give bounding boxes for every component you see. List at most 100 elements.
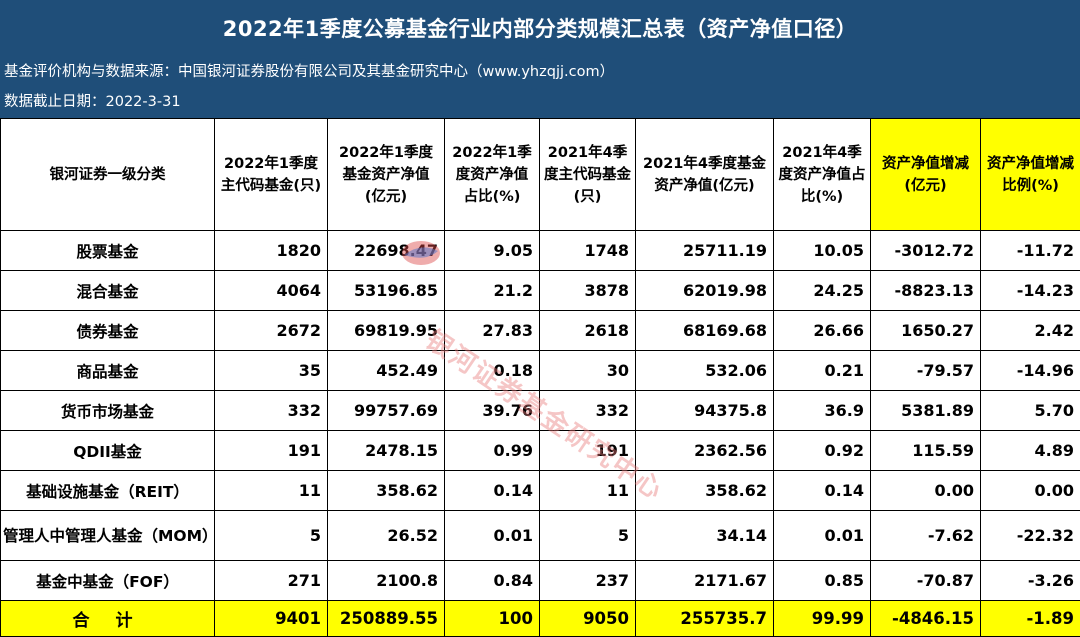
- table-cell: 2362.56: [636, 431, 774, 471]
- table-cell: 10.05: [774, 231, 871, 271]
- table-row: QDII基金 191 2478.15 0.99 191 2362.56 0.92…: [1, 431, 1080, 471]
- table-cell: 332: [215, 391, 328, 431]
- page-title: 2022年1季度公募基金行业内部分类规模汇总表（资产净值口径）: [0, 0, 1080, 56]
- table-cell: 2.42: [981, 311, 1080, 351]
- col-header: 2022年1季度基金资产净值(亿元): [328, 119, 445, 231]
- table-row: 债券基金 2672 69819.95 27.83 2618 68169.68 2…: [1, 311, 1080, 351]
- cutoff-date-line: 数据截止日期：2022-3-31: [0, 88, 1080, 118]
- table-cell: 0.14: [774, 471, 871, 511]
- table-cell: 532.06: [636, 351, 774, 391]
- table-cell: 2100.8: [328, 561, 445, 601]
- col-header: 2022年1季度主代码基金(只): [215, 119, 328, 231]
- table-cell: 4064: [215, 271, 328, 311]
- category-cell: 基础设施基金（REIT）: [1, 471, 215, 511]
- table-cell: 1650.27: [871, 311, 981, 351]
- table-cell: 36.9: [774, 391, 871, 431]
- table-cell: 94375.8: [636, 391, 774, 431]
- category-cell: 债券基金: [1, 311, 215, 351]
- table-cell: -70.87: [871, 561, 981, 601]
- table-cell: 358.62: [328, 471, 445, 511]
- table-cell: -22.32: [981, 511, 1080, 561]
- total-cell: -1.89: [981, 601, 1080, 637]
- table-cell: 11: [540, 471, 636, 511]
- table-cell: 271: [215, 561, 328, 601]
- table-cell: 22698.47: [328, 231, 445, 271]
- category-cell: 基金中基金（FOF）: [1, 561, 215, 601]
- col-header: 2021年4季度资产净值占比(%): [774, 119, 871, 231]
- table-cell: 0.00: [981, 471, 1080, 511]
- table-cell: 0.84: [445, 561, 540, 601]
- table-cell: 1820: [215, 231, 328, 271]
- table-cell: 25711.19: [636, 231, 774, 271]
- table-cell: 53196.85: [328, 271, 445, 311]
- table-cell: 5381.89: [871, 391, 981, 431]
- table-cell: 5.70: [981, 391, 1080, 431]
- category-cell: 混合基金: [1, 271, 215, 311]
- table-cell: -8823.13: [871, 271, 981, 311]
- table-cell: 69819.95: [328, 311, 445, 351]
- table-cell: 30: [540, 351, 636, 391]
- col-header: 2021年4季度基金资产净值(亿元): [636, 119, 774, 231]
- table-cell: 11: [215, 471, 328, 511]
- table-cell: 2171.67: [636, 561, 774, 601]
- total-cell: 99.99: [774, 601, 871, 637]
- table-row: 基础设施基金（REIT） 11 358.62 0.14 11 358.62 0.…: [1, 471, 1080, 511]
- table-header-row: 银河证券一级分类 2022年1季度主代码基金(只) 2022年1季度基金资产净值…: [1, 119, 1080, 231]
- table-cell: 21.2: [445, 271, 540, 311]
- fund-scale-table: 银河证券一级分类 2022年1季度主代码基金(只) 2022年1季度基金资产净值…: [0, 118, 1080, 637]
- table-cell: 2478.15: [328, 431, 445, 471]
- category-cell: QDII基金: [1, 431, 215, 471]
- category-cell: 股票基金: [1, 231, 215, 271]
- total-cell: 100: [445, 601, 540, 637]
- category-cell: 货币市场基金: [1, 391, 215, 431]
- table-row: 管理人中管理人基金（MOM） 5 26.52 0.01 5 34.14 0.01…: [1, 511, 1080, 561]
- table-cell: 26.66: [774, 311, 871, 351]
- table-cell: 0.14: [445, 471, 540, 511]
- table-cell: 35: [215, 351, 328, 391]
- col-header-highlight: 资产净值增减(亿元): [871, 119, 981, 231]
- table-cell: -3.26: [981, 561, 1080, 601]
- table-cell: -7.62: [871, 511, 981, 561]
- table-cell: 0.21: [774, 351, 871, 391]
- table-cell: 358.62: [636, 471, 774, 511]
- table-cell: 62019.98: [636, 271, 774, 311]
- table-cell: 4.89: [981, 431, 1080, 471]
- total-label-cell: 合 计: [1, 601, 215, 637]
- table-cell: 452.49: [328, 351, 445, 391]
- table-cell: 0.01: [774, 511, 871, 561]
- table-cell: 191: [540, 431, 636, 471]
- col-header: 2022年1季度资产净值占比(%): [445, 119, 540, 231]
- table-cell: 0.92: [774, 431, 871, 471]
- table-cell: -3012.72: [871, 231, 981, 271]
- total-cell: 9050: [540, 601, 636, 637]
- table-cell: 0.00: [871, 471, 981, 511]
- total-cell: 250889.55: [328, 601, 445, 637]
- table-cell: 5: [540, 511, 636, 561]
- table-cell: 115.59: [871, 431, 981, 471]
- table-cell: 3878: [540, 271, 636, 311]
- col-header-highlight: 资产净值增减比例(%): [981, 119, 1080, 231]
- total-cell: -4846.15: [871, 601, 981, 637]
- table-cell: -79.57: [871, 351, 981, 391]
- table-cell: 26.52: [328, 511, 445, 561]
- table-cell: 191: [215, 431, 328, 471]
- total-cell: 255735.7: [636, 601, 774, 637]
- table-cell: 0.18: [445, 351, 540, 391]
- table-row: 商品基金 35 452.49 0.18 30 532.06 0.21 -79.5…: [1, 351, 1080, 391]
- table-cell: 0.01: [445, 511, 540, 561]
- table-cell: -14.23: [981, 271, 1080, 311]
- col-header: 2021年4季度主代码基金(只): [540, 119, 636, 231]
- table-row: 货币市场基金 332 99757.69 39.76 332 94375.8 36…: [1, 391, 1080, 431]
- table-cell: 68169.68: [636, 311, 774, 351]
- data-source-line: 基金评价机构与数据来源：中国银河证券股份有限公司及其基金研究中心（www.yhz…: [0, 56, 1080, 88]
- table-cell: 39.76: [445, 391, 540, 431]
- table-cell: 237: [540, 561, 636, 601]
- table-cell: 27.83: [445, 311, 540, 351]
- table-row: 股票基金 1820 22698.47 9.05 1748 25711.19 10…: [1, 231, 1080, 271]
- table-cell: 99757.69: [328, 391, 445, 431]
- table-cell: 0.85: [774, 561, 871, 601]
- table-cell: 2672: [215, 311, 328, 351]
- table-cell: 1748: [540, 231, 636, 271]
- table-row: 基金中基金（FOF） 271 2100.8 0.84 237 2171.67 0…: [1, 561, 1080, 601]
- col-header: 银河证券一级分类: [1, 119, 215, 231]
